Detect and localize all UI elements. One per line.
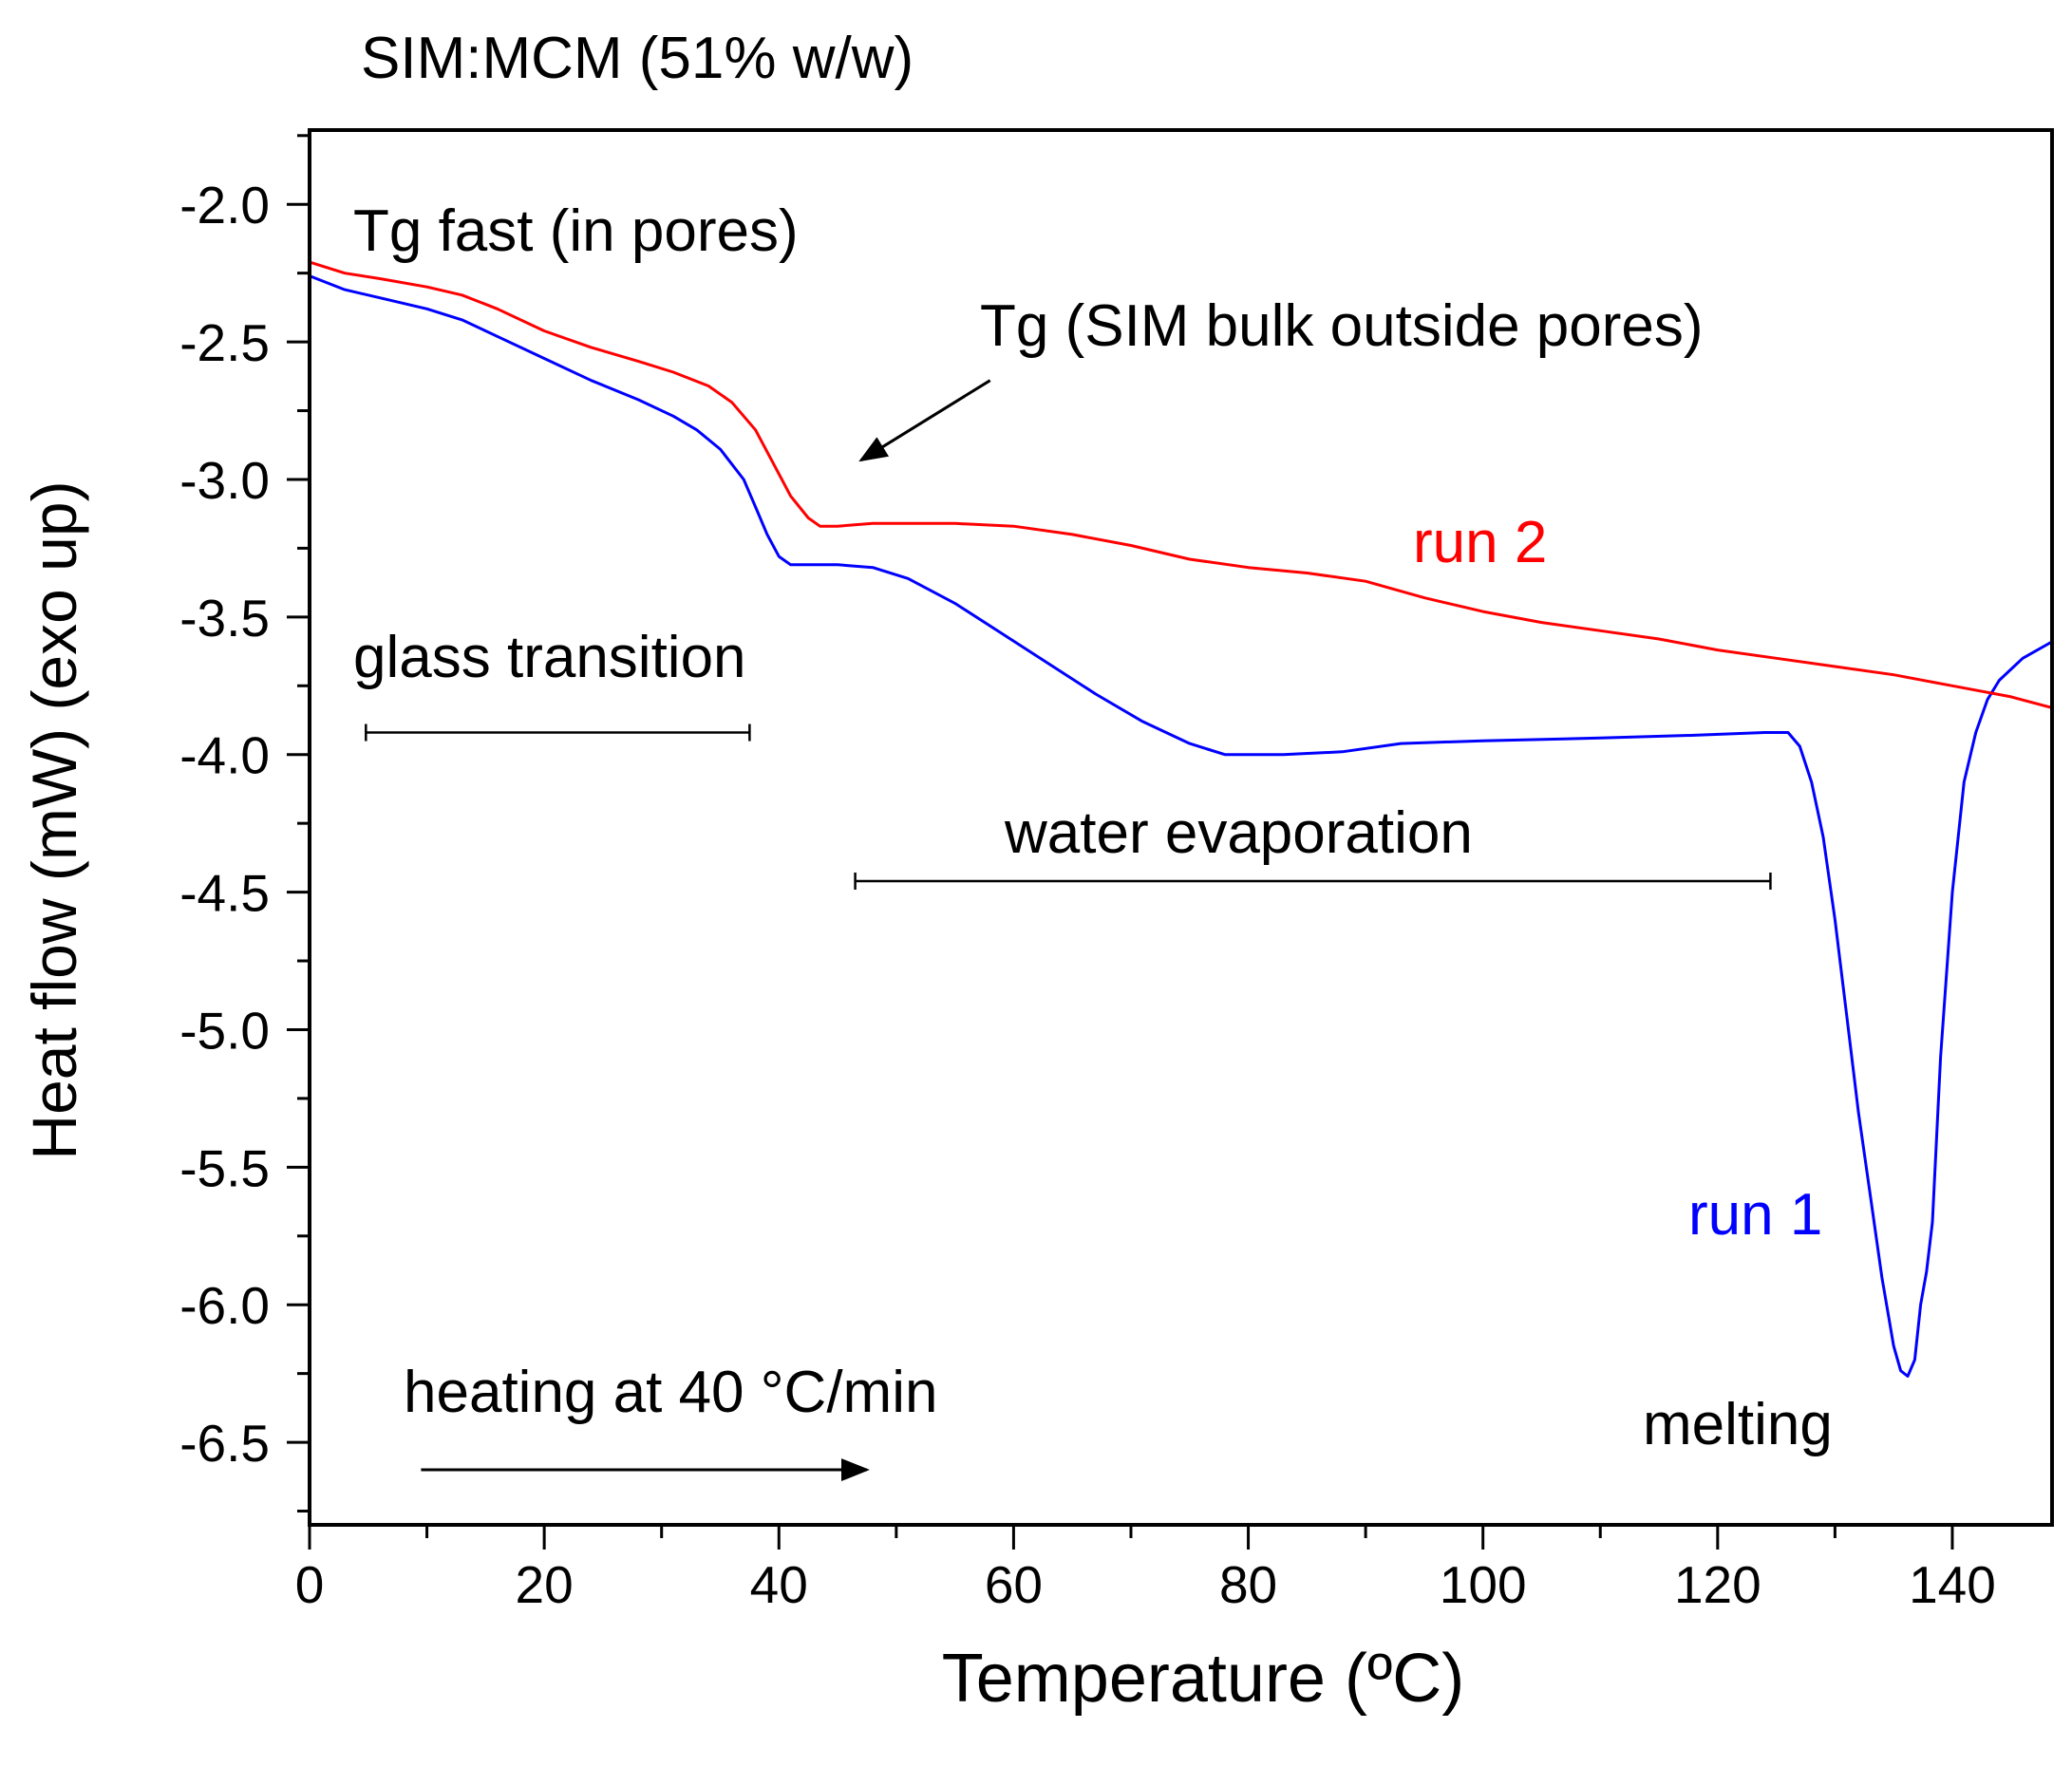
- annotation-melting: melting: [1643, 1392, 1833, 1457]
- x-tick-label: 60: [985, 1555, 1043, 1614]
- series-line-run-1: [309, 274, 2053, 1378]
- y-tick-label: -5.0: [179, 1001, 270, 1060]
- annotation-water-evaporation: water evaporation: [1004, 800, 1473, 866]
- series-label-run-2: run 2: [1413, 510, 1547, 575]
- series-label-run-1: run 1: [1688, 1182, 1822, 1248]
- annotation-tg-fast: Tg fast (in pores): [353, 198, 799, 264]
- y-tick-label: -4.5: [179, 864, 270, 923]
- y-tick-label: -6.5: [179, 1414, 270, 1473]
- x-tick-label: 80: [1219, 1555, 1277, 1614]
- x-tick-label: 40: [750, 1555, 808, 1614]
- x-tick-label: 100: [1440, 1555, 1527, 1614]
- x-tick-label: 0: [295, 1555, 325, 1614]
- annotation-glass-transition: glass transition: [353, 625, 746, 690]
- y-tick-label: -3.5: [179, 589, 270, 648]
- annotation-layer: Tg fast (in pores) Tg (SIM bulk outside …: [353, 198, 1833, 1482]
- series-line-run-2: [309, 260, 2053, 709]
- y-tick-label: -4.0: [179, 726, 270, 785]
- y-tick-label: -3.0: [179, 451, 270, 510]
- chart-title: SIM:MCM (51% w/w): [361, 26, 914, 91]
- series-layer: [309, 260, 2053, 1378]
- y-axis: -2.0 -2.5 -3.0 -3.5 -4.0 -4.5 -5.0 -5.5 -6.0 -6.5: [179, 134, 310, 1513]
- annotation-heating-rate: heating at 40 °C/min: [404, 1360, 937, 1425]
- y-axis-label: Heat flow (mW) (exo up): [19, 480, 89, 1159]
- annotation-tg-bulk: Tg (SIM bulk outside pores): [980, 293, 1704, 359]
- x-tick-label: 140: [1909, 1555, 1996, 1614]
- x-axis: 0 20 40 60 80 100 120 140: [295, 1525, 1996, 1614]
- x-axis-label: Temperature (ºC): [942, 1641, 1464, 1717]
- tg-bulk-arrow: [858, 379, 991, 462]
- y-tick-label: -2.0: [179, 176, 270, 235]
- y-tick-label: -5.5: [179, 1138, 270, 1197]
- plot-frame: [308, 128, 2054, 1527]
- y-tick-label: -6.0: [179, 1276, 270, 1335]
- x-tick-label: 120: [1674, 1555, 1761, 1614]
- y-tick-label: -2.5: [179, 313, 270, 372]
- x-tick-label: 20: [516, 1555, 574, 1614]
